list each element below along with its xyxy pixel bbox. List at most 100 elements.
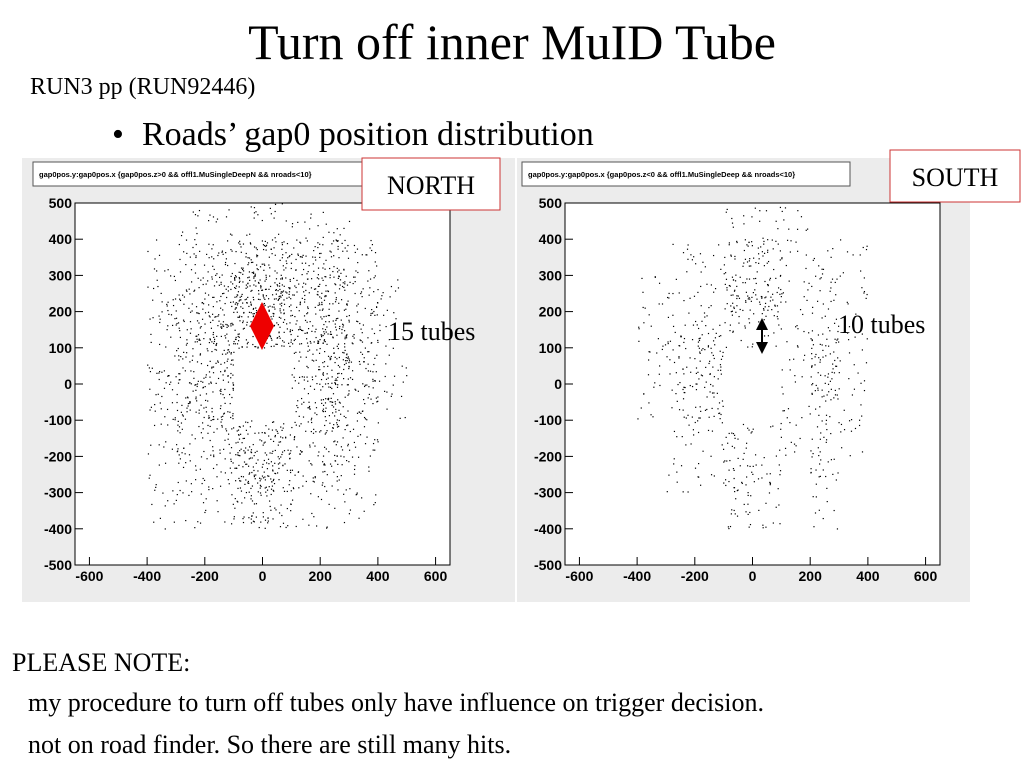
density-cell (781, 207, 809, 231)
dot (711, 430, 714, 432)
dot (269, 305, 271, 307)
density-cell (811, 384, 840, 421)
dot (328, 308, 330, 310)
dot (666, 491, 668, 493)
dot (159, 318, 161, 320)
dot (178, 426, 181, 428)
dot (213, 454, 215, 456)
dot (238, 438, 241, 440)
dot (692, 429, 695, 431)
dot (149, 388, 151, 390)
dot (751, 216, 753, 218)
dot (175, 310, 177, 312)
dot (297, 254, 299, 256)
dot (158, 254, 161, 256)
density-cell (694, 461, 725, 486)
dot (729, 285, 731, 287)
dot (251, 328, 254, 330)
dot (796, 345, 799, 347)
dot (314, 256, 316, 258)
dot (296, 446, 298, 448)
dot (212, 487, 214, 490)
dot (154, 489, 156, 491)
dot (196, 335, 198, 337)
dot (281, 277, 283, 279)
dot (254, 328, 256, 330)
dot (835, 365, 837, 367)
dot (357, 390, 359, 392)
dot (347, 410, 349, 412)
dot (347, 445, 349, 447)
dot (235, 276, 237, 278)
dot (827, 376, 829, 378)
dot (300, 242, 302, 244)
dot (769, 481, 771, 484)
dot (815, 483, 817, 485)
dot (733, 469, 735, 472)
dot (330, 397, 332, 399)
dot (302, 475, 304, 477)
dot (757, 253, 760, 255)
dot (176, 444, 178, 446)
dot (274, 308, 276, 310)
dot (343, 309, 346, 311)
dot (249, 279, 251, 281)
dot (226, 333, 228, 335)
density-cell (291, 493, 319, 528)
dot (274, 472, 277, 475)
dot (364, 418, 367, 420)
dot (713, 415, 715, 417)
dot (290, 262, 293, 264)
dot (848, 378, 850, 380)
dot (338, 269, 340, 271)
dot (189, 460, 191, 462)
dot (336, 455, 338, 457)
dot (348, 360, 351, 362)
dot (262, 512, 264, 514)
dot (781, 258, 783, 260)
dot (231, 396, 233, 399)
dot (277, 285, 279, 287)
dot (225, 337, 227, 339)
x-tick-label: 400 (856, 568, 880, 584)
dot (323, 299, 326, 301)
dot (335, 408, 337, 411)
dot (335, 329, 338, 331)
dot (758, 262, 760, 264)
dot (341, 384, 343, 386)
dot (151, 503, 153, 506)
dot (302, 254, 304, 256)
dot (321, 277, 323, 279)
dot (261, 440, 263, 442)
dot (257, 298, 260, 300)
dot (213, 340, 216, 342)
dot (262, 463, 264, 466)
dot (242, 270, 245, 272)
dot (246, 346, 248, 348)
dot (270, 493, 272, 496)
dot (259, 480, 261, 482)
dot (336, 480, 338, 482)
dot (267, 522, 269, 524)
dot (295, 258, 297, 261)
dot (233, 516, 235, 518)
dot (346, 354, 348, 356)
dot (270, 248, 272, 250)
dot (212, 319, 214, 321)
dot (356, 493, 358, 495)
dot (283, 490, 286, 492)
dot (712, 254, 715, 257)
dot (155, 486, 157, 488)
dot (202, 477, 204, 480)
dot (172, 490, 174, 492)
dot (349, 281, 351, 283)
dot (342, 250, 344, 252)
dot (257, 281, 260, 284)
dot (268, 322, 270, 324)
dot (289, 480, 291, 482)
dot (299, 453, 301, 455)
dot (814, 390, 816, 392)
dot (220, 326, 222, 328)
dot (309, 444, 311, 446)
dot (227, 240, 229, 242)
